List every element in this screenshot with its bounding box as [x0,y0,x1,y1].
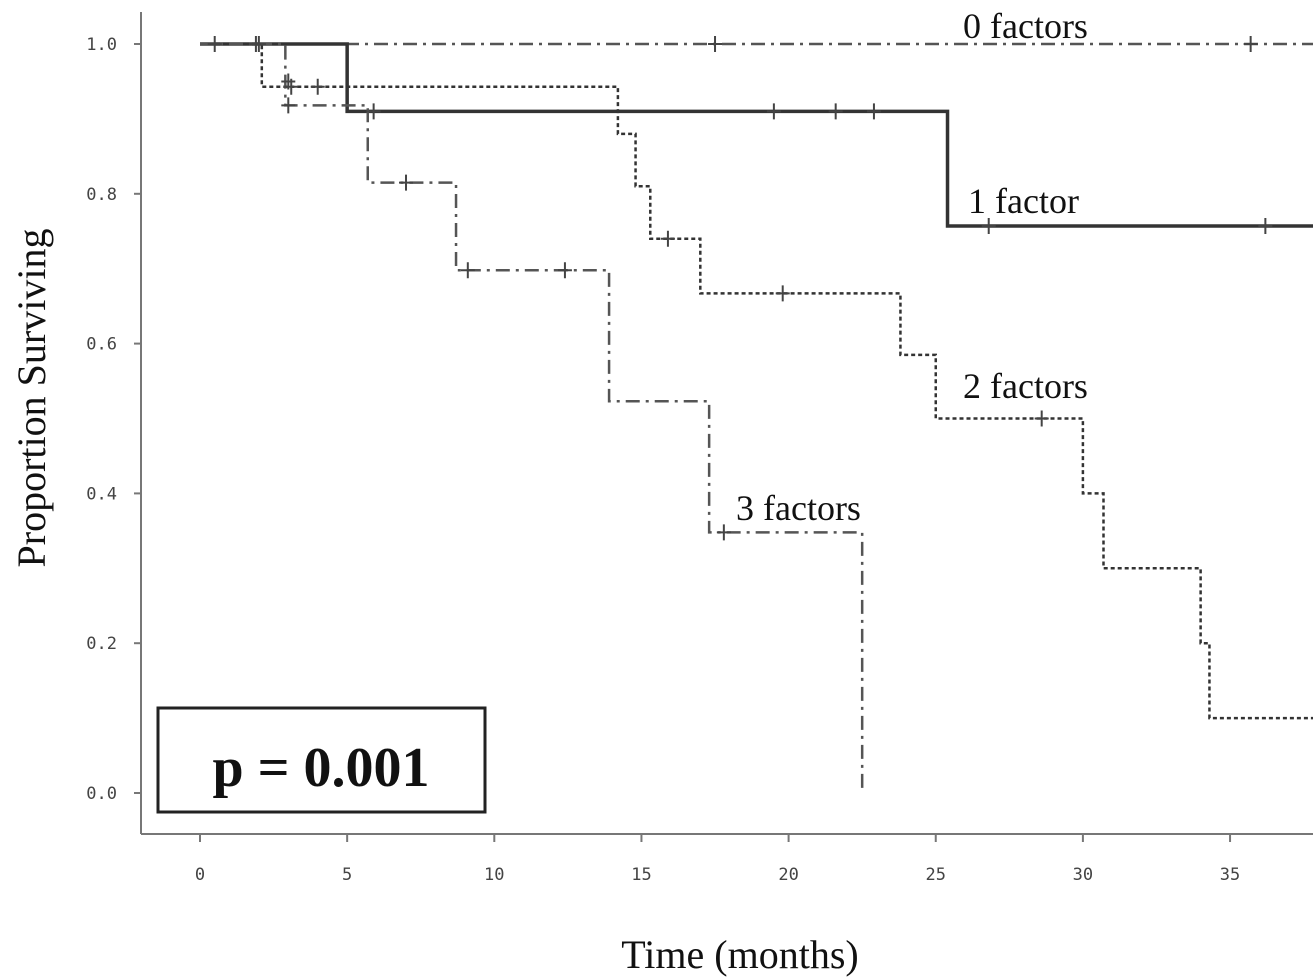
x-tick-label: 30 [1073,865,1093,885]
censor-mark-0-factors [1243,36,1258,52]
censor-mark-1-factor [248,36,263,52]
y-ticks: 0.0 0.2 0.4 0.6 0.8 1.0 [86,35,141,804]
series-label-0-factors: 0 factors [963,6,1088,46]
censor-mark-3-factors [281,97,296,114]
x-axis-title: Time (months) [621,932,858,977]
censor-mark-2-factors [284,78,299,95]
censor-marks [207,36,1273,541]
p-value-text: p = 0.001 [212,737,429,799]
series-line-3-factors [200,42,864,793]
censor-mark-2-factors [660,230,675,247]
x-tick-label: 0 [195,865,205,885]
censor-mark-3-factors [399,174,414,191]
censor-mark-1-factor [828,103,843,120]
censor-mark-3-factors [557,262,572,279]
censor-mark-1-factor [766,103,781,120]
series-label-3-factors: 3 factors [736,488,861,528]
censor-mark-1-factor [981,218,996,235]
p-value-box [156,706,487,814]
censor-mark-2-factors [310,78,325,95]
x-tick-label: 35 [1220,865,1240,885]
censor-mark-1-factor [1258,218,1273,235]
y-tick-label: 1.0 [86,35,117,55]
x-tick-label: 5 [342,865,352,885]
x-tick-label: 25 [926,865,946,885]
censor-mark-0-factors [708,36,723,52]
y-tick-label: 0.0 [86,784,117,804]
x-tick-label: 20 [778,865,798,885]
censor-mark-2-factors [1034,410,1049,427]
series-label-2-factors: 2 factors [963,366,1088,406]
y-tick-label: 0.8 [86,185,117,205]
censor-mark-1-factor [866,103,881,120]
x-ticks: 0 5 10 15 20 25 30 35 [195,834,1240,885]
censor-mark-3-factors [716,524,731,541]
censor-mark-2-factors [775,285,790,302]
series-line-1-factor [200,42,1313,228]
y-axis-title: Proportion Surviving [9,229,54,568]
censor-mark-3-factors [460,262,475,279]
y-tick-label: 0.6 [86,335,117,355]
y-tick-label: 0.4 [86,484,117,504]
x-tick-label: 10 [484,865,504,885]
series-label-1-factor: 1 factor [968,181,1079,221]
x-tick-label: 15 [631,865,651,885]
censor-mark-1-factor [366,103,381,120]
y-tick-label: 0.2 [86,634,117,654]
survival-curves [200,42,1313,793]
series-line-2-factors [200,42,1313,720]
censor-mark-0-factors [207,36,222,52]
